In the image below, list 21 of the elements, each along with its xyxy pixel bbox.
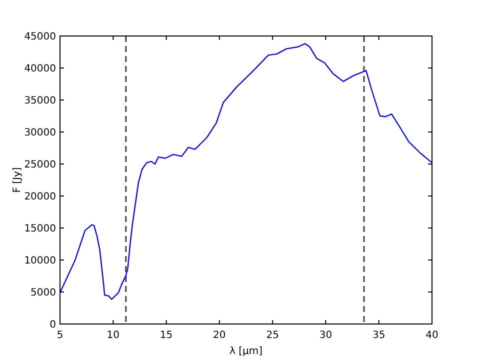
y-tick-label: 5000 xyxy=(30,288,56,298)
y-tick-label: 10000 xyxy=(24,256,56,266)
x-tick-label: 15 xyxy=(160,330,173,341)
x-tick-label: 40 xyxy=(426,330,438,341)
y-tick-label: 0 xyxy=(50,320,56,330)
x-tick-label: 5 xyxy=(56,330,64,341)
x-tick-label: 30 xyxy=(319,330,332,341)
y-tick-label: 35000 xyxy=(24,96,56,106)
x-tick-label: 10 xyxy=(106,330,120,341)
y-tick-label: 15000 xyxy=(24,224,56,234)
y-tick-label: 30000 xyxy=(24,128,56,138)
y-tick-label: 20000 xyxy=(24,192,56,202)
line-series xyxy=(60,43,432,300)
y-axis-title: F [Jy] xyxy=(12,167,23,193)
x-tick-label: 25 xyxy=(266,330,279,341)
y-tick-label: 25000 xyxy=(24,160,56,170)
y-tick-label: 40000 xyxy=(24,64,56,74)
x-axis-title: λ [μm] xyxy=(229,346,263,357)
y-tick-label: 45000 xyxy=(24,32,56,42)
x-tick-label: 20 xyxy=(213,330,226,341)
x-tick-label: 35 xyxy=(372,330,386,341)
